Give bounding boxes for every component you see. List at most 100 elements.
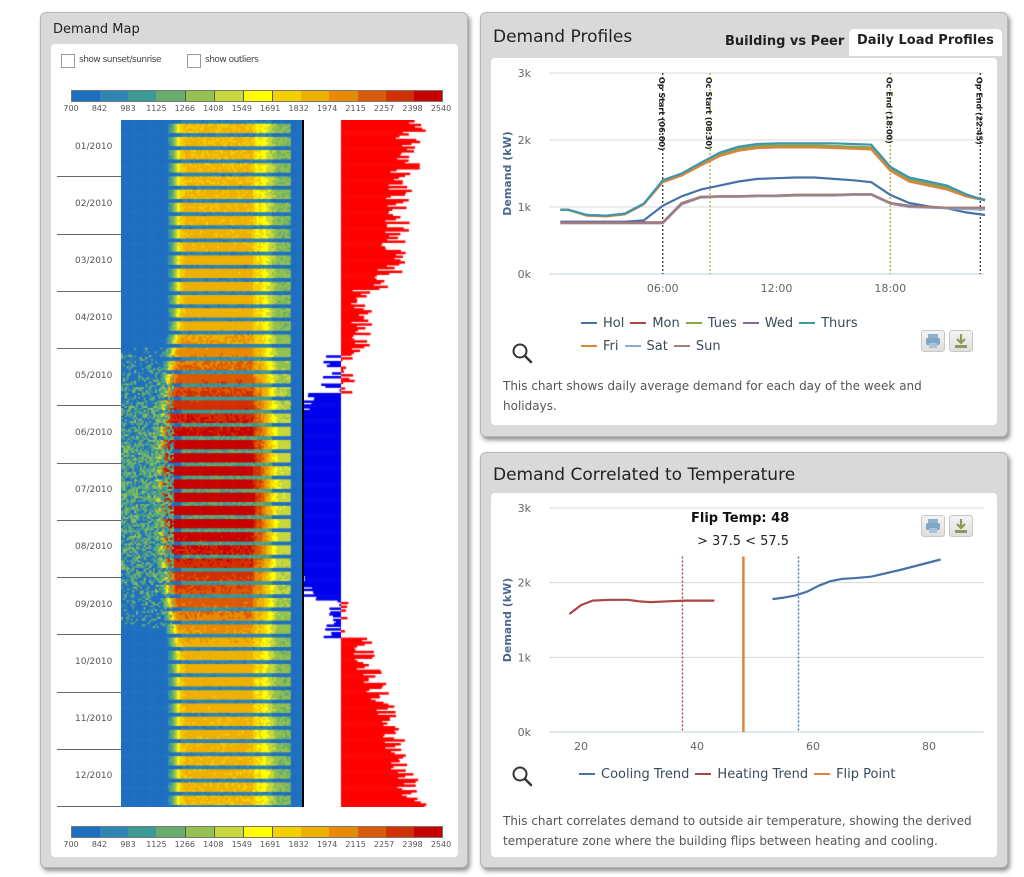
legend-item-hol[interactable]: Hol — [581, 312, 624, 335]
outliers-label: show outliers — [205, 55, 259, 65]
demand-temp-body: 0k 1k 2k 3k Demand (kW) 20 40 60 80 Flip Temp: 4… — [491, 493, 997, 857]
month-separator — [57, 176, 121, 178]
demand-temp-title: Demand Correlated to Temperature — [493, 465, 796, 485]
color-scale-top — [71, 90, 443, 102]
legend-swatch — [685, 321, 702, 324]
color-scale-label: 1266 — [174, 840, 196, 849]
color-scale-swatch — [329, 827, 358, 837]
flip-temp-range: > 37.5 < 57.5 — [697, 534, 790, 549]
zoom-magnifier-icon[interactable] — [509, 340, 537, 368]
color-scale-swatch — [72, 827, 101, 837]
x-tick-label: 80 — [922, 740, 936, 753]
legend-swatch — [630, 321, 647, 324]
legend-swatch — [695, 772, 712, 775]
month-label: 08/2010 — [75, 542, 113, 553]
x-tick-label: 20 — [574, 740, 588, 753]
legend-label: Tues — [707, 316, 737, 331]
month-label: 05/2010 — [75, 370, 113, 381]
tab-building-vs-peer[interactable]: Building vs Peer — [725, 34, 845, 49]
y-tick-label: 2k — [518, 577, 532, 590]
x-tick-label: 18:00 — [874, 282, 906, 295]
x-tick-label: 60 — [806, 740, 820, 753]
color-scale-bottom — [71, 826, 443, 838]
legend-item-wed[interactable]: Wed — [742, 312, 793, 335]
month-label: 01/2010 — [75, 141, 113, 152]
color-scale-swatch — [242, 91, 273, 101]
demand-profiles-body: 0k 1k 2k 3k Demand (kW) 06:00 12:00 18:00 Op Sta… — [491, 58, 997, 425]
color-scale-label: 1549 — [231, 840, 252, 849]
y-tick-label: 0k — [518, 268, 532, 281]
demand-map-body: show sunset/sunrise show outliers 700 842… — [51, 44, 458, 857]
month-label: 09/2010 — [75, 599, 113, 610]
color-scale-swatch — [156, 827, 185, 837]
tab-daily-load-profiles[interactable]: Daily Load Profiles — [849, 29, 1002, 56]
color-scale-swatch — [72, 91, 101, 101]
color-scale-swatch — [385, 827, 414, 837]
color-scale-swatch — [272, 827, 302, 837]
legend-swatch — [799, 321, 816, 324]
color-scale-label: 1832 — [288, 840, 309, 849]
color-scale-label: 700 — [63, 840, 79, 849]
color-scale-swatch — [301, 827, 330, 837]
legend-label: Thurs — [821, 316, 858, 331]
legend-item-heating-trend[interactable]: Heating Trend — [695, 767, 808, 782]
demand-map-panel: Demand Map show sunset/sunrise show outl… — [40, 12, 468, 868]
color-scale-swatch — [413, 827, 443, 837]
demand-profiles-title: Demand Profiles — [493, 27, 633, 47]
month-axis: 01/2010 02/2010 03/2010 04/2010 05/2010 06/20… — [51, 119, 131, 809]
color-scale-top-labels: 700 842 983 1125 1266 1408 1549 1691 1832 1974 211… — [51, 104, 458, 116]
legend-swatch — [673, 344, 690, 347]
series-line-cooling-trend — [772, 558, 941, 601]
color-scale-label: 1832 — [288, 104, 309, 113]
sunset-sunrise-checkbox[interactable] — [61, 54, 75, 68]
flip-temp-title: Flip Temp: 48 — [691, 511, 790, 526]
color-scale-swatch — [128, 827, 157, 837]
download-button[interactable] — [949, 330, 973, 352]
month-label: 06/2010 — [75, 427, 113, 438]
color-scale-swatch — [184, 91, 214, 101]
zoom-magnifier-icon-temp[interactable] — [509, 763, 537, 791]
series-line-heating-trend — [568, 598, 715, 615]
download-button-temp[interactable] — [949, 515, 973, 537]
sunset-sunrise-label: show sunset/sunrise — [79, 55, 162, 65]
color-scale-label: 842 — [91, 840, 108, 849]
color-scale-bottom-labels: 700 842 983 1125 1266 1408 1549 1691 1832 1974 211… — [51, 840, 458, 852]
month-label: 04/2010 — [75, 313, 113, 324]
month-separator — [57, 348, 121, 349]
color-scale-label: 1691 — [260, 104, 281, 113]
color-scale-label: 2398 — [402, 840, 423, 849]
legend-item-sun[interactable]: Sun — [673, 335, 721, 358]
x-tick-label: 06:00 — [647, 282, 679, 295]
color-scale-label: 1125 — [146, 104, 167, 113]
legend-label: Heating Trend — [717, 767, 809, 782]
legend-item-thurs[interactable]: Thurs — [799, 312, 858, 335]
month-label: 07/2010 — [75, 485, 113, 496]
color-scale-label: 2115 — [345, 840, 366, 849]
color-scale-label: 2540 — [430, 104, 452, 113]
month-separator — [57, 634, 121, 636]
month-label: 02/2010 — [75, 198, 113, 209]
legend-label: Cooling Trend — [601, 767, 690, 782]
color-scale-swatch — [413, 91, 443, 101]
legend-item-sat[interactable]: Sat — [624, 335, 668, 358]
legend-item-mon[interactable]: Mon — [630, 312, 680, 335]
color-scale-swatch — [357, 827, 386, 837]
legend-item-fri[interactable]: Fri — [581, 335, 619, 358]
legend-item-cooling-trend[interactable]: Cooling Trend — [579, 767, 689, 782]
print-button-temp[interactable] — [921, 515, 945, 537]
profiles-description: This chart shows daily average demand fo… — [503, 379, 922, 413]
profile-legend: Hol Mon Tues Wed Thurs Fri Sat Sun — [581, 312, 911, 358]
color-scale-swatch — [242, 827, 273, 837]
color-scale-swatch — [213, 91, 243, 101]
color-scale-label: 1974 — [316, 104, 338, 113]
color-scale-swatch — [272, 91, 302, 101]
month-label: 10/2010 — [75, 656, 113, 667]
legend-swatch — [814, 772, 831, 775]
legend-label: Hol — [603, 316, 625, 331]
legend-item-flip-point[interactable]: Flip Point — [814, 767, 895, 782]
legend-item-tues[interactable]: Tues — [685, 312, 737, 335]
print-button[interactable] — [921, 330, 945, 352]
color-scale-swatch — [329, 91, 358, 101]
demand-heatmap — [121, 120, 304, 807]
outliers-checkbox[interactable] — [187, 54, 201, 68]
